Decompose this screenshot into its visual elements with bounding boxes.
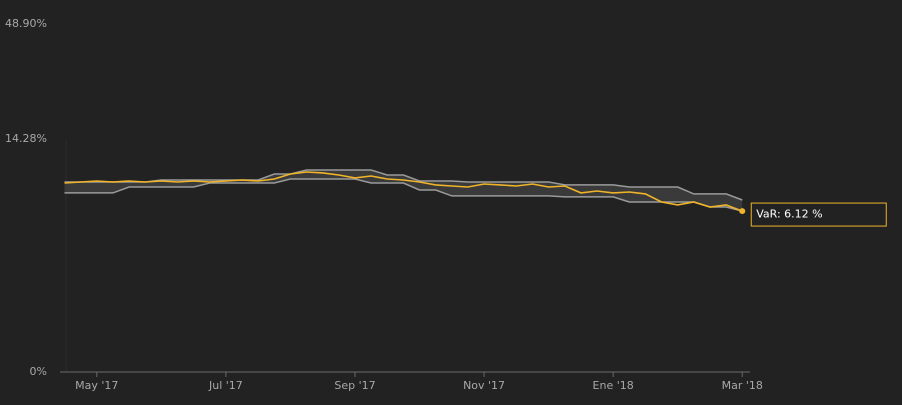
var-line bbox=[64, 171, 743, 212]
x-tick-label: Sep '17 bbox=[334, 379, 375, 392]
tooltip-label: VaR: 6.12 % bbox=[756, 208, 822, 221]
x-tick-label: Mar '18 bbox=[722, 379, 763, 392]
y-tick-label: 48.90% bbox=[5, 17, 47, 30]
x-tick-label: Jul '17 bbox=[208, 379, 243, 392]
tooltip-box bbox=[750, 202, 887, 227]
x-tick-label: May '17 bbox=[75, 379, 118, 392]
x-tick-label: Nov '17 bbox=[463, 379, 505, 392]
y-tick-label: 14.28% bbox=[5, 132, 47, 145]
y-tick-label: 0% bbox=[30, 365, 47, 378]
x-tick-label: Ene '18 bbox=[593, 379, 634, 392]
band-line bbox=[64, 169, 743, 201]
band-line bbox=[64, 178, 743, 212]
last-point bbox=[739, 208, 746, 215]
